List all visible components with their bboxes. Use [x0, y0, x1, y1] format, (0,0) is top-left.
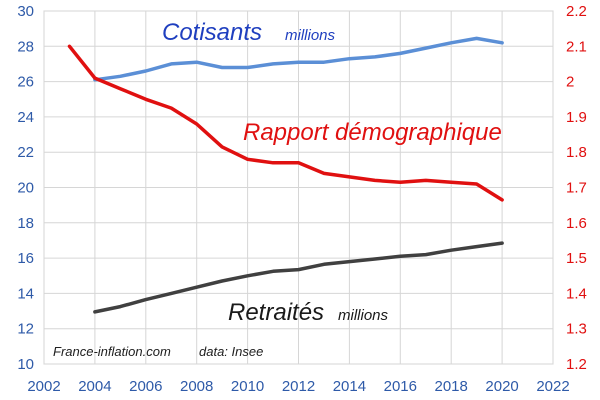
right-tick-label: 2 [566, 74, 574, 91]
left-tick-label: 16 [17, 250, 34, 267]
x-tick-label: 2020 [485, 378, 518, 395]
left-tick-label: 14 [17, 285, 34, 302]
left-tick-label: 22 [17, 144, 34, 161]
left-tick-label: 28 [17, 38, 34, 55]
right-tick-label: 1.5 [566, 250, 587, 267]
left-tick-label: 20 [17, 180, 34, 197]
left-axis-ticks: 10 12 14 16 18 20 22 24 26 28 30 [17, 3, 34, 373]
right-tick-label: 1.3 [566, 321, 587, 338]
right-tick-label: 2.1 [566, 38, 587, 55]
series-label-retraites: Retraités [228, 299, 324, 326]
right-tick-label: 1.9 [566, 109, 587, 126]
series-unit-retraites: millions [338, 307, 389, 324]
x-tick-label: 2012 [282, 378, 315, 395]
source-label: France-inflation.com [53, 344, 171, 359]
left-tick-label: 26 [17, 74, 34, 91]
right-axis-ticks: 1.2 1.3 1.4 1.5 1.6 1.7 1.8 1.9 2 2.1 2.2 [566, 3, 587, 373]
x-tick-label: 2006 [129, 378, 162, 395]
left-tick-label: 24 [17, 109, 34, 126]
x-tick-label: 2018 [435, 378, 468, 395]
right-tick-label: 1.6 [566, 215, 587, 232]
left-tick-label: 10 [17, 356, 34, 373]
x-tick-label: 2010 [231, 378, 264, 395]
x-tick-label: 2008 [180, 378, 213, 395]
left-tick-label: 30 [17, 3, 34, 20]
right-tick-label: 1.8 [566, 144, 587, 161]
data-source-label: data: Insee [199, 344, 263, 359]
series-line-rapport-d-mographique [67, 44, 504, 202]
right-tick-label: 2.2 [566, 3, 587, 20]
x-axis-ticks: 2002 2004 2006 2008 2010 2012 2014 2016 2018 2020… [27, 378, 569, 395]
grid [43, 10, 554, 365]
right-tick-label: 1.4 [566, 285, 587, 302]
x-tick-label: 2014 [333, 378, 366, 395]
x-tick-label: 2002 [27, 378, 60, 395]
x-tick-label: 2022 [536, 378, 569, 395]
right-tick-label: 1.2 [566, 356, 587, 373]
left-tick-label: 18 [17, 215, 34, 232]
series-label-cotisants: Cotisants [162, 19, 262, 46]
x-tick-label: 2016 [384, 378, 417, 395]
series-lines [67, 36, 504, 314]
series-line-retrait-s [93, 241, 504, 314]
series-label-rapport: Rapport démographique [243, 119, 502, 146]
series-line-cotisants [93, 36, 504, 82]
right-tick-label: 1.7 [566, 180, 587, 197]
x-tick-label: 2004 [78, 378, 111, 395]
left-tick-label: 12 [17, 321, 34, 338]
series-unit-cotisants: millions [285, 27, 336, 44]
